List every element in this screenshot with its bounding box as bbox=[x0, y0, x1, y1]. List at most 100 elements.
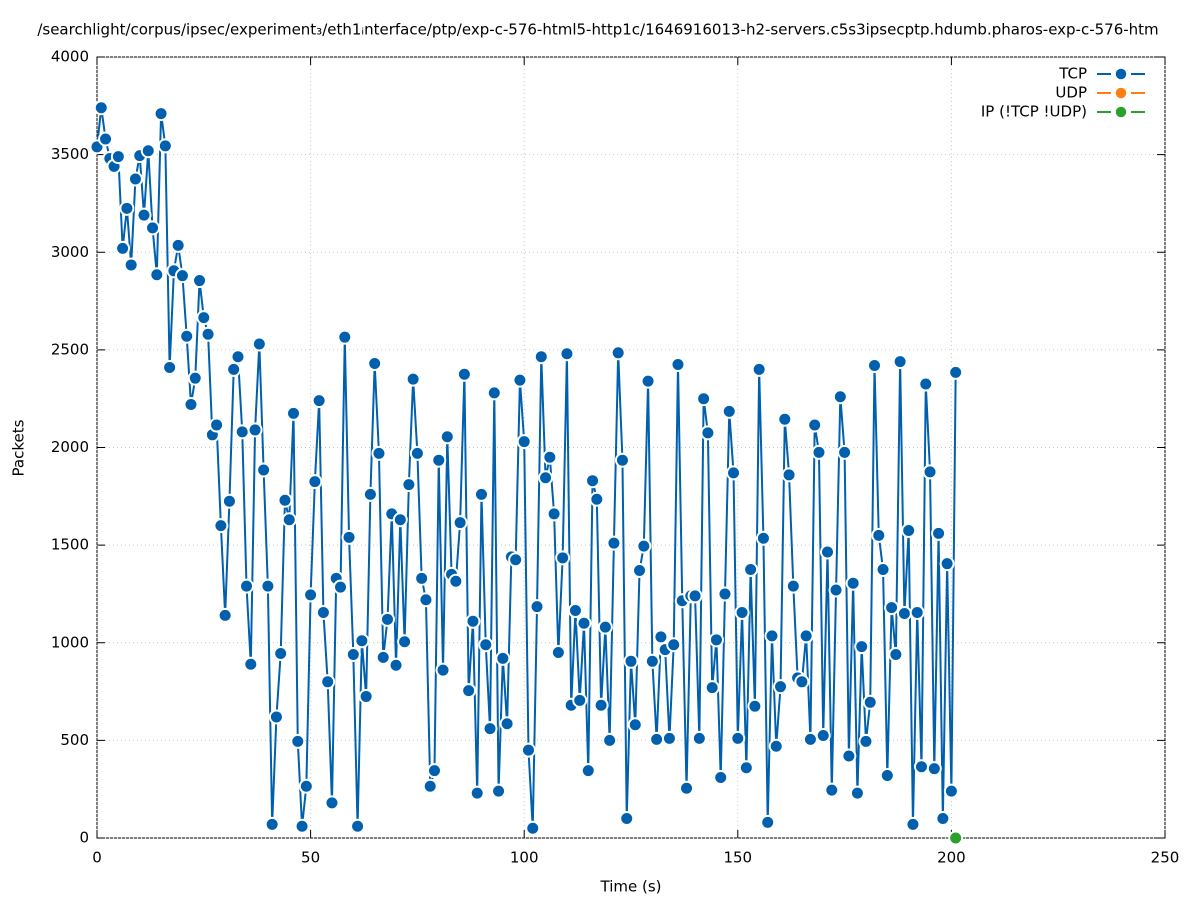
data-point bbox=[755, 530, 771, 546]
data-point bbox=[311, 393, 327, 409]
data-point bbox=[896, 605, 912, 621]
data-point bbox=[721, 403, 737, 419]
data-point bbox=[136, 207, 152, 223]
y-tick-label: 4000 bbox=[51, 48, 89, 66]
y-axis-label: Packets bbox=[10, 419, 28, 476]
data-point bbox=[580, 763, 596, 779]
data-point bbox=[473, 486, 489, 502]
data-point bbox=[773, 679, 789, 695]
data-point bbox=[260, 578, 276, 594]
data-point bbox=[644, 653, 660, 669]
data-point bbox=[422, 778, 438, 794]
data-point bbox=[935, 810, 951, 826]
data-point bbox=[811, 444, 827, 460]
data-point bbox=[888, 646, 904, 662]
data-point bbox=[183, 397, 199, 413]
data-point bbox=[426, 763, 442, 779]
data-point bbox=[538, 470, 554, 486]
data-point bbox=[286, 405, 302, 421]
data-point bbox=[333, 579, 349, 595]
data-point bbox=[414, 570, 430, 586]
x-axis-label: Time (s) bbox=[600, 878, 662, 896]
data-point bbox=[478, 637, 494, 653]
data-point bbox=[213, 518, 229, 534]
data-point bbox=[593, 697, 609, 713]
data-point bbox=[747, 698, 763, 714]
x-tick-label: 100 bbox=[510, 849, 539, 867]
data-point bbox=[495, 650, 511, 666]
y-tick-label: 500 bbox=[60, 731, 89, 749]
data-point bbox=[597, 619, 613, 635]
data-point bbox=[508, 552, 524, 568]
data-point bbox=[145, 220, 161, 236]
data-point bbox=[110, 149, 126, 165]
data-point bbox=[751, 361, 767, 377]
data-point bbox=[290, 733, 306, 749]
x-tick-label: 200 bbox=[937, 849, 966, 867]
data-point bbox=[405, 371, 421, 387]
data-point bbox=[251, 336, 267, 352]
data-point bbox=[491, 783, 507, 799]
data-point bbox=[649, 731, 665, 747]
data-point bbox=[884, 600, 900, 616]
data-point bbox=[388, 657, 404, 673]
y-tick-label: 3500 bbox=[51, 145, 89, 163]
data-point bbox=[307, 474, 323, 490]
data-point bbox=[187, 370, 203, 386]
data-point bbox=[798, 628, 814, 644]
data-point bbox=[585, 473, 601, 489]
data-point bbox=[512, 372, 528, 388]
data-point bbox=[679, 780, 695, 796]
data-point bbox=[841, 748, 857, 764]
data-point bbox=[115, 240, 131, 256]
data-point bbox=[179, 328, 195, 344]
data-point bbox=[247, 422, 263, 438]
legend-marker bbox=[1114, 105, 1128, 119]
data-point bbox=[576, 615, 592, 631]
data-point bbox=[196, 310, 212, 326]
data-point bbox=[926, 761, 942, 777]
data-point bbox=[217, 607, 233, 623]
data-point bbox=[602, 732, 618, 748]
data-point bbox=[341, 529, 357, 545]
data-point bbox=[858, 733, 874, 749]
data-point bbox=[708, 632, 724, 648]
data-point bbox=[550, 645, 566, 661]
x-tick-label: 50 bbox=[301, 849, 320, 867]
data-point bbox=[948, 830, 964, 846]
data-point bbox=[409, 445, 425, 461]
data-point bbox=[610, 345, 626, 361]
data-point bbox=[371, 445, 387, 461]
data-point bbox=[794, 674, 810, 690]
data-point bbox=[324, 795, 340, 811]
data-point bbox=[704, 680, 720, 696]
data-point bbox=[730, 730, 746, 746]
data-point bbox=[785, 578, 801, 594]
data-point bbox=[636, 538, 652, 554]
data-point bbox=[948, 364, 964, 380]
data-point bbox=[696, 391, 712, 407]
data-point bbox=[939, 556, 955, 572]
data-point bbox=[854, 639, 870, 655]
data-point bbox=[918, 376, 934, 392]
data-point bbox=[448, 573, 464, 589]
data-point bbox=[815, 727, 831, 743]
data-point bbox=[807, 417, 823, 433]
data-point bbox=[546, 506, 562, 522]
chart-title: /searchlight/corpus/ipsec/experiment₃/et… bbox=[37, 21, 1158, 39]
data-point bbox=[589, 491, 605, 507]
x-tick-label: 250 bbox=[1151, 849, 1180, 867]
data-point bbox=[828, 582, 844, 598]
data-point bbox=[375, 649, 391, 665]
data-point bbox=[901, 522, 917, 538]
data-point bbox=[567, 603, 583, 619]
data-point bbox=[174, 268, 190, 284]
data-point bbox=[256, 462, 272, 478]
data-point bbox=[640, 373, 656, 389]
data-point bbox=[743, 562, 759, 578]
data-point bbox=[913, 759, 929, 775]
data-point bbox=[465, 613, 481, 629]
data-point bbox=[337, 329, 353, 345]
data-point bbox=[542, 449, 558, 465]
data-point bbox=[862, 694, 878, 710]
